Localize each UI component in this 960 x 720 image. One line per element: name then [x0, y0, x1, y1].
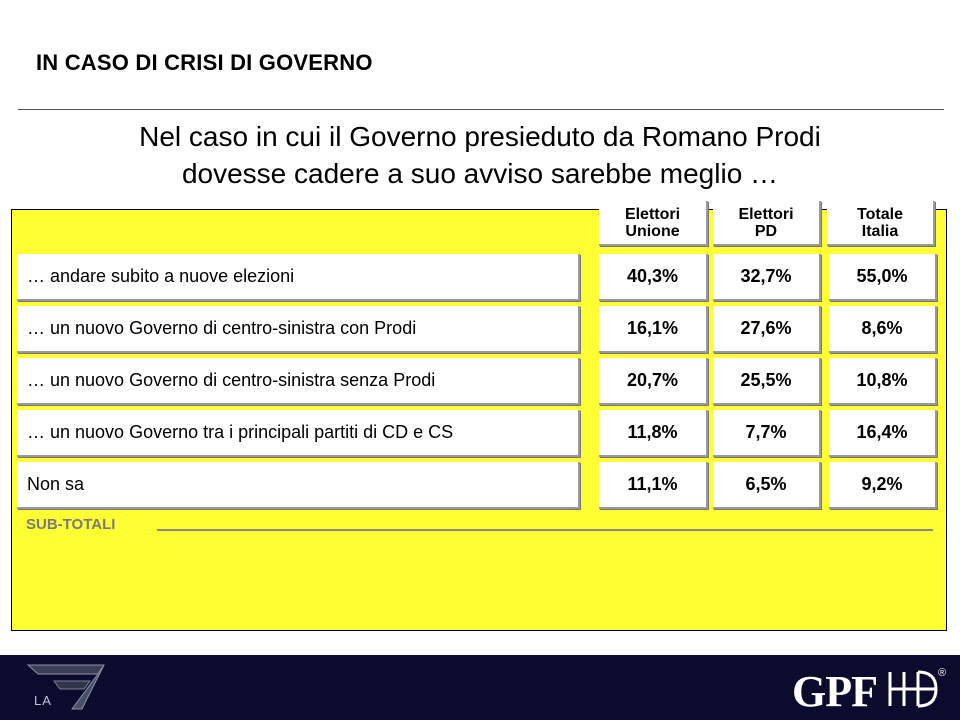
column-header-elettori-unione: Elettori Unione	[599, 201, 708, 246]
question-line-2: dovesse cadere a suo avviso sarebbe megl…	[181, 158, 779, 189]
row-label-centrosinistra-senza-prodi: … un nuovo Governo di centro-sinistra se…	[17, 358, 580, 405]
column-header-line2: Italia	[861, 222, 899, 240]
value-pd-row2: 27,6%	[713, 306, 821, 353]
value-italia-row3: 10,8%	[829, 358, 937, 405]
value-italia-row2: 8,6%	[829, 306, 937, 353]
row-label-non-sa: Non sa	[17, 462, 580, 509]
value-unione-row3: 20,7%	[599, 358, 708, 405]
subtotal-line	[157, 529, 933, 531]
gpf-logo: GPF ®	[792, 667, 946, 712]
value-italia-row4: 16,4%	[829, 410, 937, 457]
value-unione-row4: 11,8%	[599, 410, 708, 457]
registered-mark: ®	[938, 667, 946, 679]
value-pd-row1: 32,7%	[713, 254, 821, 301]
column-header-line1: Elettori	[738, 205, 794, 223]
column-header-line2: Unione	[625, 222, 680, 240]
gpf-logo-text: GPF	[792, 667, 877, 712]
gpf-grid-mark	[888, 670, 938, 708]
value-pd-row3: 25,5%	[713, 358, 821, 405]
value-unione-row2: 16,1%	[599, 306, 708, 353]
question-line-1: Nel caso in cui il Governo presieduto da…	[139, 121, 821, 152]
la7-logo: LA	[26, 664, 105, 710]
slide-title: IN CASO DI CRISI DI GOVERNO	[36, 50, 373, 75]
value-italia-row1: 55,0%	[829, 254, 937, 301]
row-label-centrosinistra-con-prodi: … un nuovo Governo di centro-sinistra co…	[17, 306, 580, 353]
value-pd-row5: 6,5%	[713, 462, 821, 509]
value-pd-row4: 7,7%	[713, 410, 821, 457]
value-unione-row1: 40,3%	[599, 254, 708, 301]
question-text: Nel caso in cui il Governo presieduto da…	[20, 118, 940, 192]
row-label-governo-cd-cs: … un nuovo Governo tra i principali part…	[17, 410, 580, 457]
la7-logo-text: LA	[34, 693, 52, 708]
row-label-nuove-elezioni: … andare subito a nuove elezioni	[17, 254, 580, 301]
column-header-elettori-pd: Elettori PD	[713, 201, 821, 246]
value-unione-row5: 11,1%	[599, 462, 708, 509]
title-divider	[18, 109, 944, 110]
value-italia-row5: 9,2%	[829, 462, 937, 509]
column-header-line2: PD	[754, 222, 778, 240]
column-header-totale-italia: Totale Italia	[827, 201, 935, 246]
footer-bar	[0, 655, 960, 720]
column-header-line1: Totale	[857, 205, 903, 223]
subtotal-label: SUB-TOTALI	[26, 516, 116, 533]
column-header-line1: Elettori	[624, 205, 681, 223]
